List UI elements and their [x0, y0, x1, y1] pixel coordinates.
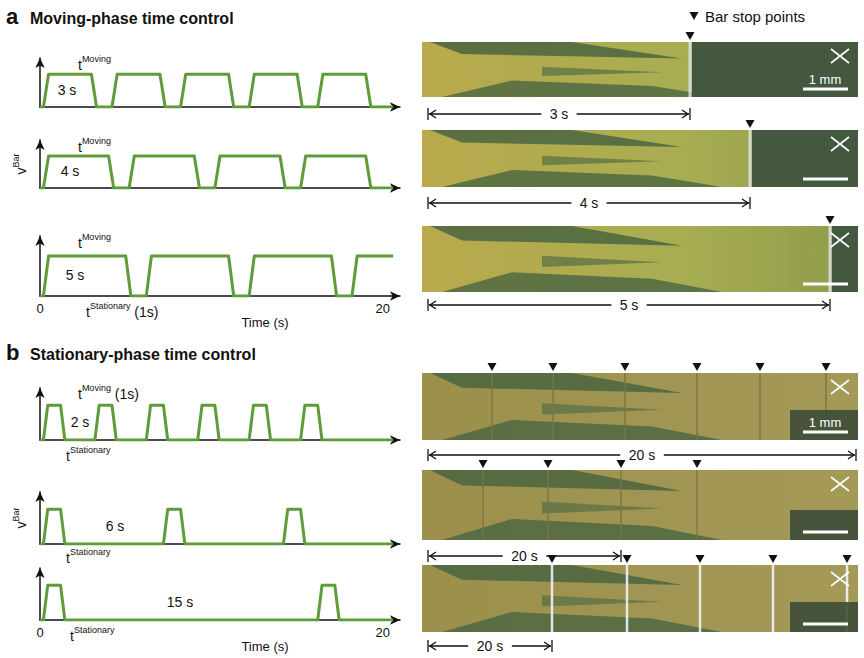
svg-text:3 s: 3 s — [58, 82, 77, 98]
svg-text:Stationary-phase time control: Stationary-phase time control — [30, 346, 256, 363]
svg-text:Moving: Moving — [82, 136, 111, 146]
svg-text:t: t — [78, 385, 82, 402]
svg-text:1 mm: 1 mm — [809, 72, 842, 87]
svg-text:t: t — [78, 234, 82, 251]
svg-text:20: 20 — [376, 301, 390, 316]
svg-text:t: t — [66, 447, 70, 464]
svg-text:t: t — [70, 627, 74, 644]
svg-text:6 s: 6 s — [106, 518, 125, 534]
svg-text:Bar stop points: Bar stop points — [705, 8, 805, 25]
svg-text:0: 0 — [36, 301, 43, 316]
svg-text:4 s: 4 s — [580, 195, 599, 211]
svg-text:3 s: 3 s — [550, 106, 569, 122]
svg-text:v: v — [13, 522, 29, 529]
svg-text:Stationary: Stationary — [70, 445, 111, 455]
svg-text:Time (s): Time (s) — [241, 639, 288, 654]
svg-text:1 mm: 1 mm — [809, 415, 842, 430]
svg-text:t: t — [66, 549, 70, 566]
svg-text:Moving: Moving — [82, 54, 111, 64]
svg-text:t: t — [86, 303, 90, 320]
svg-text:5 s: 5 s — [620, 297, 639, 313]
svg-text:t: t — [78, 138, 82, 155]
svg-text:(1s): (1s) — [130, 304, 158, 320]
svg-text:Bar: Bar — [11, 153, 21, 167]
svg-text:a: a — [6, 4, 19, 29]
svg-text:(1s): (1s) — [111, 386, 139, 402]
svg-text:20 s: 20 s — [511, 548, 537, 564]
svg-text:20 s: 20 s — [477, 638, 503, 654]
svg-text:Moving: Moving — [82, 232, 111, 242]
svg-text:15 s: 15 s — [167, 594, 193, 610]
svg-text:t: t — [78, 56, 82, 73]
svg-text:4 s: 4 s — [61, 163, 80, 179]
svg-text:Stationary: Stationary — [70, 547, 111, 557]
svg-text:Bar: Bar — [11, 507, 21, 521]
svg-text:0: 0 — [36, 625, 43, 640]
svg-text:Stationary: Stationary — [90, 301, 131, 311]
svg-text:20: 20 — [376, 625, 390, 640]
svg-text:Time (s): Time (s) — [241, 315, 288, 330]
svg-text:2 s: 2 s — [71, 414, 90, 430]
svg-text:5 s: 5 s — [66, 267, 85, 283]
svg-text:20 s: 20 s — [629, 447, 655, 463]
svg-text:b: b — [6, 340, 19, 365]
svg-text:Stationary: Stationary — [74, 625, 115, 635]
svg-text:Moving: Moving — [82, 383, 111, 393]
svg-text:Moving-phase time control: Moving-phase time control — [30, 10, 234, 27]
svg-text:v: v — [13, 168, 29, 175]
